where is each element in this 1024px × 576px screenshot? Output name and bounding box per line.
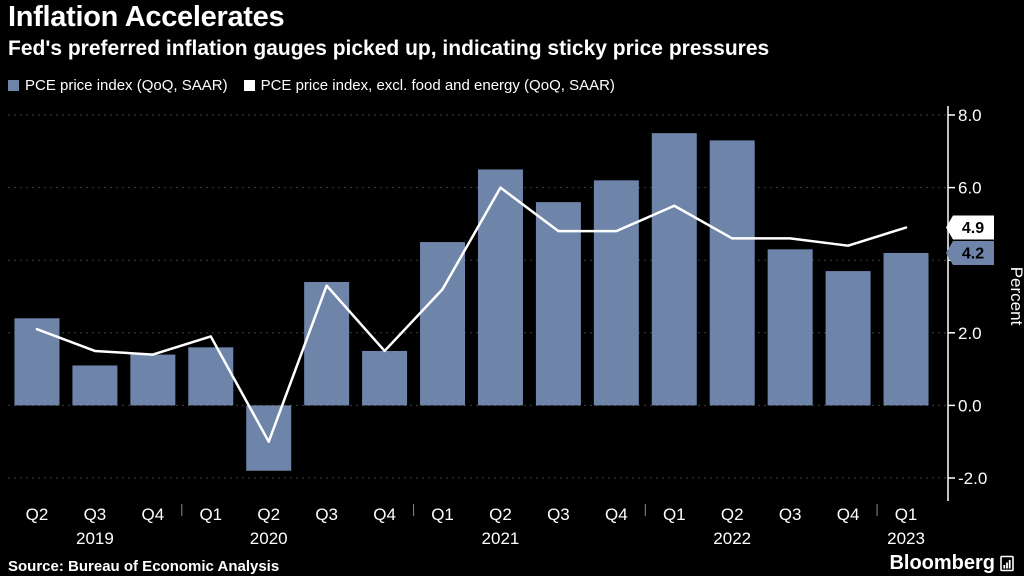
footer: Source: Bureau of Economic Analysis Bloo… [8,552,1014,575]
pce-bar [14,318,60,406]
y-tick-label: 6.0 [958,179,982,198]
pce-bar [72,365,118,406]
pce-bar [651,133,697,406]
x-tick-label: Q3 [315,505,338,524]
legend-swatch-core-pce [243,80,255,91]
x-tick-label: Q4 [373,505,396,524]
pce-bar [593,180,639,406]
x-year-label: 2023 [887,529,925,548]
bloomberg-wordmark: Bloomberg [889,552,995,574]
pce-bar [535,202,581,406]
y-axis-title: Percent [1007,267,1024,326]
x-tick-label: Q3 [547,505,570,524]
x-tick-label: Q1 [199,505,222,524]
chart-legend: PCE price index (QoQ, SAAR) PCE price in… [8,77,615,94]
bloomberg-terminal-icon [1000,555,1014,572]
end-value-label: 4.9 [962,220,984,237]
pce-bar [420,242,466,406]
x-tick-label: Q3 [84,505,107,524]
inflation-bar-line-chart: 8.0 6.0 2.0 0.0 -2.0 4.9 4.2 Q2 Q3 Q4 Q1 Q2 Q3 Q4 Q1 Q2… [8,106,1024,548]
x-tick-label: Q4 [142,505,165,524]
legend-item-core-pce: PCE price index, excl. food and energy (… [243,77,615,94]
x-tick-label: Q1 [663,505,686,524]
x-tick-label: Q2 [26,505,49,524]
pce-bar [825,271,871,406]
legend-item-pce: PCE price index (QoQ, SAAR) [8,77,228,94]
x-year-label: 2021 [482,529,520,548]
x-tick-label: Q2 [489,505,512,524]
pce-bar [362,350,408,406]
legend-swatch-pce [8,80,19,91]
legend-label-pce: PCE price index (QoQ, SAAR) [25,77,228,94]
pce-bar [477,169,523,406]
core-pce-line [35,186,908,443]
y-tick-label: 0.0 [958,396,982,415]
x-tick-label: Q1 [431,505,454,524]
x-tick-label: Q4 [605,505,628,524]
pce-bar [188,347,234,406]
y-tick-label: 8.0 [958,106,982,125]
source-credit: Source: Bureau of Economic Analysis [8,558,280,575]
pce-bar [767,249,813,406]
x-tick-label: Q2 [721,505,744,524]
chart-subtitle: Fed's preferred inflation gauges picked … [8,37,770,60]
legend-label-core-pce: PCE price index, excl. food and energy (… [260,77,615,94]
pce-bar [130,354,176,406]
pce-bar [883,252,929,406]
x-tick-label: Q2 [257,505,280,524]
x-year-label: 2020 [250,529,288,548]
x-year-label: 2022 [713,529,751,548]
end-value-flag [946,215,994,240]
y-tick-label: -2.0 [958,469,987,488]
x-year-label: 2019 [76,529,114,548]
bloomberg-logo: Bloomberg [889,552,1014,575]
x-tick-label: Q3 [779,505,802,524]
y-tick-label: 2.0 [958,324,982,343]
end-value-flag [946,240,994,265]
end-value-label: 4.2 [962,245,984,262]
pce-bar [304,281,350,406]
x-tick-label: Q4 [837,505,860,524]
x-tick-label: Q1 [895,505,918,524]
pce-bar [709,140,755,406]
chart-title: Inflation Accelerates [8,1,285,33]
